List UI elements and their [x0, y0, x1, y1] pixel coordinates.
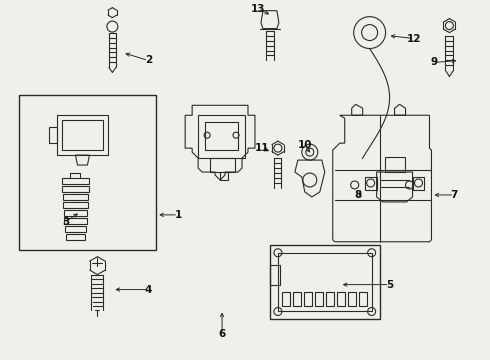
Text: 1: 1	[174, 210, 182, 220]
Text: 8: 8	[354, 190, 361, 200]
Bar	[270, 265, 280, 285]
Text: 10: 10	[297, 140, 312, 150]
Bar	[293, 292, 301, 306]
Text: 4: 4	[145, 284, 152, 294]
Bar	[348, 292, 356, 306]
Text: 9: 9	[431, 58, 438, 67]
Text: 3: 3	[62, 217, 69, 227]
Bar	[326, 292, 334, 306]
Text: 2: 2	[145, 55, 152, 66]
Bar	[359, 292, 367, 306]
Text: 7: 7	[451, 190, 458, 200]
Bar	[304, 292, 312, 306]
Bar	[337, 292, 345, 306]
Text: 5: 5	[386, 280, 393, 289]
Bar	[19, 95, 156, 250]
Text: 11: 11	[255, 143, 269, 153]
Text: 6: 6	[219, 329, 226, 339]
Bar	[315, 292, 323, 306]
Bar	[270, 245, 380, 319]
Text: 13: 13	[251, 4, 265, 14]
Bar	[282, 292, 290, 306]
Text: 12: 12	[407, 33, 422, 44]
Bar	[278, 253, 371, 311]
